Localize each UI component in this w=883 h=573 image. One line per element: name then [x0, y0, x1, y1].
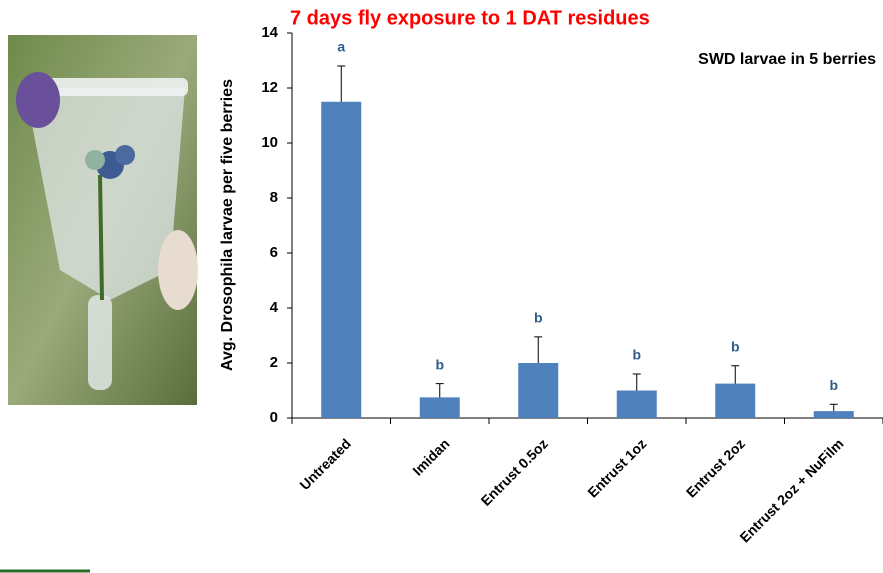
bar: [813, 411, 854, 418]
y-tick-label: 12: [261, 79, 278, 96]
significance-letter: b: [731, 338, 740, 354]
annotation: SWD larvae in 5 berries: [698, 51, 876, 68]
y-tick-label: 6: [270, 244, 278, 261]
y-tick-label: 8: [270, 189, 278, 206]
photo: [8, 35, 198, 405]
significance-letter: b: [534, 310, 543, 326]
bar: [419, 397, 460, 418]
significance-letter: b: [829, 377, 838, 393]
y-tick-label: 2: [270, 354, 278, 371]
x-tick-label: Entrust 2oz: [683, 435, 748, 500]
y-tick-label: 4: [270, 299, 279, 316]
x-tick-label: Untreated: [296, 435, 354, 493]
y-axis-label: Avg. Drosophila larvae per five berries: [219, 79, 236, 371]
x-tick-label: Entrust 2oz + NuFilm: [736, 435, 846, 545]
x-tick-label: Entrust 0.5oz: [478, 435, 551, 508]
bar: [321, 101, 362, 418]
y-tick-label: 10: [261, 134, 278, 151]
significance-letter: b: [435, 356, 444, 372]
bar: [518, 363, 559, 418]
chart-title: 7 days fly exposure to 1 DAT residues: [290, 7, 650, 29]
x-tick-label: Entrust 1oz: [584, 435, 649, 500]
significance-letter: b: [632, 347, 641, 363]
x-tick-label: Imidan: [409, 435, 452, 478]
bar: [616, 390, 657, 418]
bar: [715, 383, 756, 418]
y-tick-label: 0: [270, 409, 278, 426]
y-tick-label: 14: [261, 24, 278, 41]
significance-letter: a: [337, 39, 345, 55]
